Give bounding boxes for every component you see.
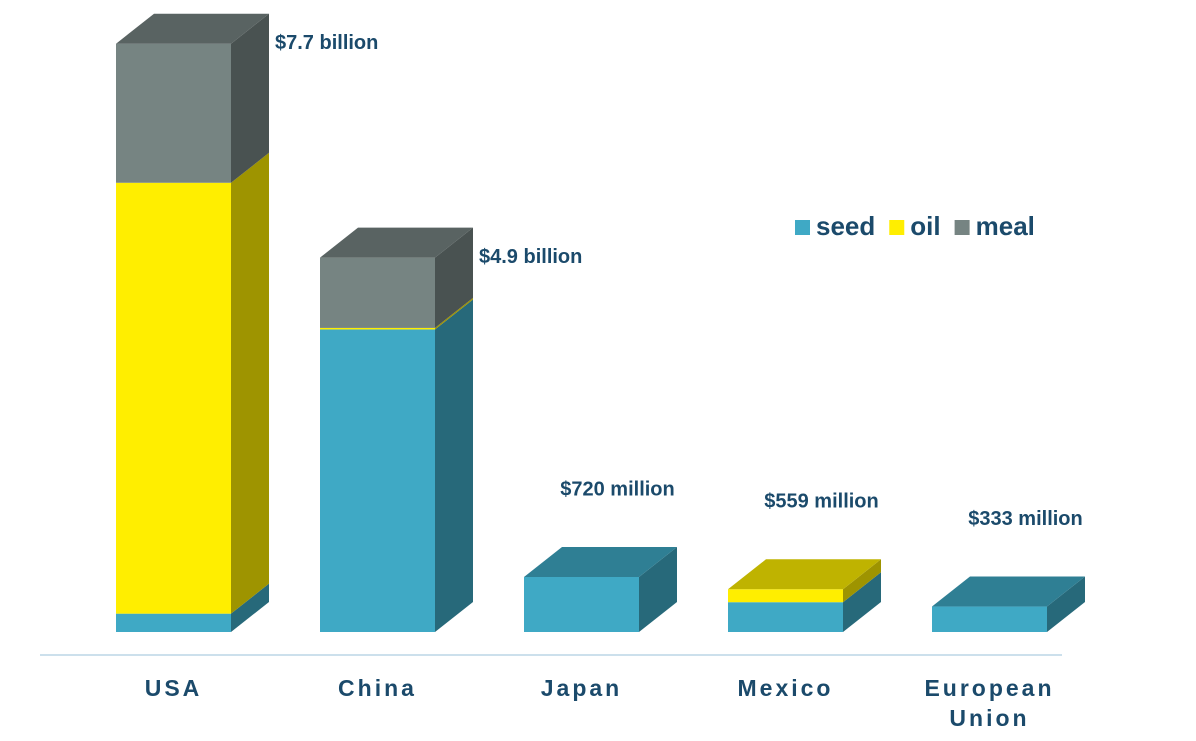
x-tick-label: Japan <box>540 675 623 701</box>
bar <box>116 43 231 183</box>
bar-side <box>435 227 473 328</box>
bar-side <box>435 297 473 330</box>
bar <box>524 576 639 632</box>
bar-top <box>728 559 881 590</box>
bar-side <box>231 13 269 183</box>
x-tick-label: Mexico <box>737 675 834 701</box>
legend-label: seed <box>816 211 875 241</box>
bar-side <box>1047 576 1085 632</box>
legend-swatch <box>889 220 905 235</box>
legend-swatch <box>795 220 810 235</box>
bar <box>932 606 1047 632</box>
bar-side <box>231 152 269 614</box>
total-label: $333 million <box>968 508 1083 530</box>
bar-top <box>932 576 1085 607</box>
total-label: $559 million <box>764 491 879 513</box>
bar-side <box>435 299 473 632</box>
legend-label: meal <box>976 211 1035 241</box>
bar-side <box>843 559 881 603</box>
bar-side <box>231 583 269 632</box>
bar-top <box>320 227 473 258</box>
bar <box>728 589 843 603</box>
bar-side <box>843 572 881 632</box>
bar <box>320 329 435 632</box>
x-tick-label: China <box>338 675 417 701</box>
total-label: $4.9 billion <box>479 246 582 268</box>
bar <box>728 602 843 632</box>
bar-top <box>116 13 269 44</box>
legend-label: oil <box>910 211 940 241</box>
x-tick-label: European Union <box>924 675 1055 731</box>
bar <box>116 182 231 614</box>
bar <box>320 257 435 328</box>
bar-top <box>524 546 677 577</box>
total-label: $7.7 billion <box>275 32 378 54</box>
total-label: $720 million <box>560 478 675 500</box>
bar-side <box>639 546 677 632</box>
legend-swatch <box>954 220 970 235</box>
bar <box>116 613 231 632</box>
bar <box>320 327 435 330</box>
x-tick-label: USA <box>144 675 203 701</box>
